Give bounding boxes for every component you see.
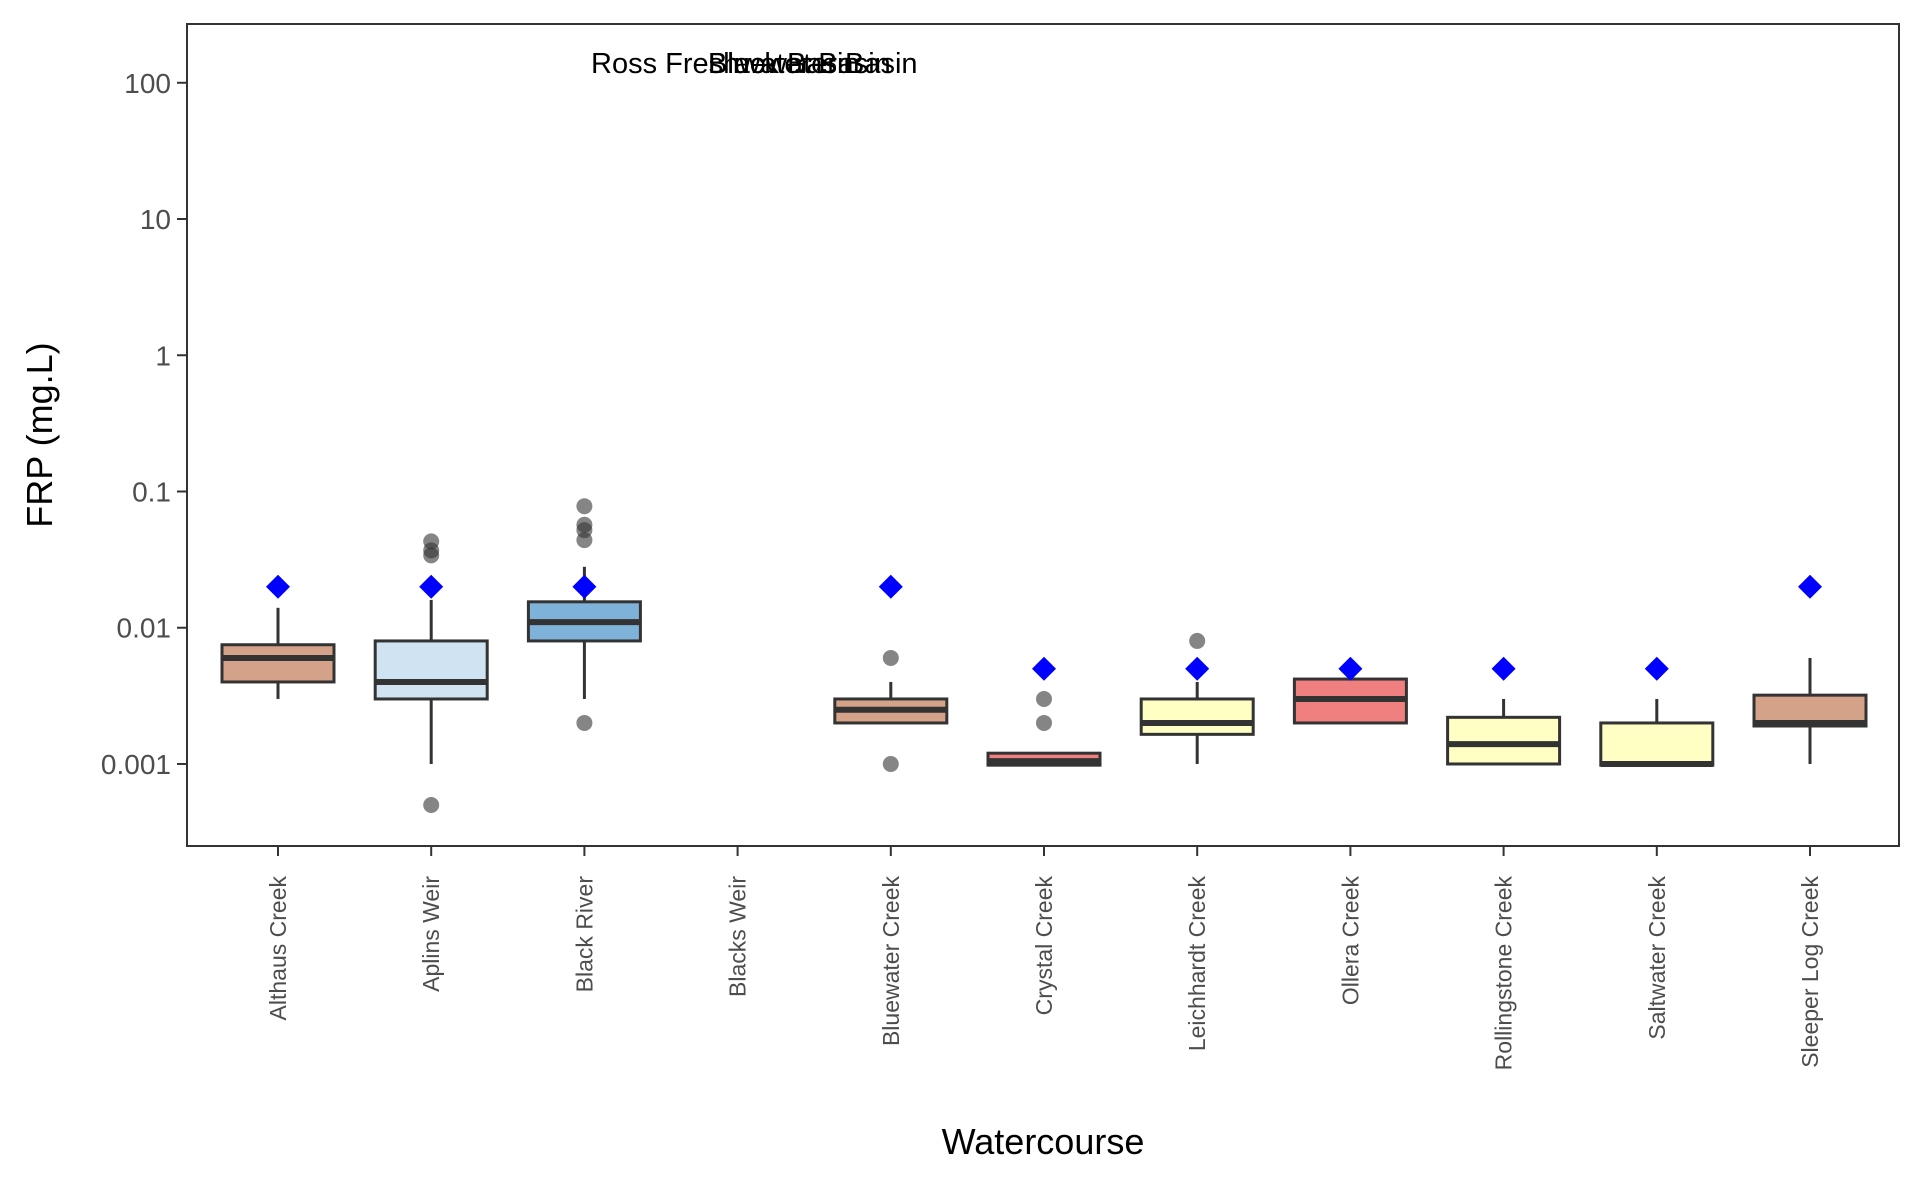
guideline-diamond [1185,656,1210,681]
x-tick-label: Althaus Creek [265,876,291,1021]
plot-panel [186,23,1900,847]
outlier-point [882,649,899,666]
y-tick-label: 10 [140,204,171,235]
basin-label-ross: Ross Freshwater Basin [591,48,891,80]
y-tick-label: 0.001 [101,749,171,780]
guideline-diamond [1491,656,1516,681]
box-body [1139,697,1255,736]
guideline-diamond [419,574,444,599]
box-body [1599,721,1715,767]
x-axis: Althaus Creek Aplins Weir Black River Black… [265,846,1823,1070]
x-tick-label: Leichhardt Creek [1184,876,1210,1052]
y-tick-label: 1 [155,340,171,371]
y-axis-title: FRP (mg.L) [19,342,60,527]
y-tick-label: 0.01 [117,613,172,644]
x-tick-label: Blacks Weir [725,876,751,997]
y-tick-label: 100 [124,68,171,99]
x-tick-label: Rollingstone Creek [1491,876,1517,1071]
x-tick-label: Aplins Weir [418,876,444,992]
box-series [220,498,1868,813]
box-body [1446,715,1562,766]
x-axis-title: Watercourse [942,1121,1145,1162]
guideline-diamond [1032,656,1056,681]
guideline-diamond [1798,574,1822,599]
x-tick-label: Black River [571,876,597,993]
outlier-point [1036,714,1052,731]
guideline-diamond [878,574,903,599]
outlier-point [1189,632,1206,649]
y-axis: 0.001 0.01 0.1 1 10 100 [101,68,187,780]
outlier-point [576,498,593,515]
x-tick-label: Bluewater Creek [878,876,904,1047]
outlier-point [1036,690,1052,707]
basin-label-black: Black Basin [708,48,860,80]
basin-annotations: Ross Freshwater Basin Black Basin Bluewa… [591,48,918,80]
box-body [373,639,489,701]
outlier-point [423,796,440,813]
box-body [220,643,336,684]
y-tick-label: 0.1 [132,476,171,507]
x-tick-label: Crystal Creek [1031,876,1057,1016]
outlier-point [882,755,899,772]
guideline-diamond [572,574,597,599]
guideline-diamond [1338,656,1363,681]
x-tick-label: Ollera Creek [1337,876,1363,1006]
guideline-diamond [266,574,290,599]
outlier-point [423,533,440,550]
outlier-point [576,714,593,731]
guideline-diamond [1644,656,1669,681]
basin-label-bluewater: Bluewater Basin [708,48,918,80]
outlier-point [576,516,593,533]
x-tick-label: Saltwater Creek [1644,876,1670,1040]
x-tick-label: Sleeper Log Creek [1797,876,1823,1068]
